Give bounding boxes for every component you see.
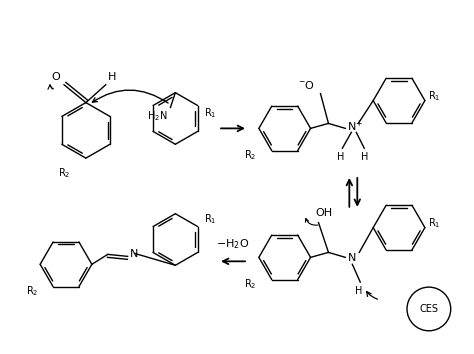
Text: H: H xyxy=(108,72,116,82)
Text: N$^{+}$: N$^{+}$ xyxy=(347,119,364,134)
Text: H: H xyxy=(355,286,362,296)
Text: R$_2$: R$_2$ xyxy=(58,166,70,180)
Text: H: H xyxy=(361,152,368,162)
Text: R$_1$: R$_1$ xyxy=(428,89,440,103)
Text: $-$H$_2$O: $-$H$_2$O xyxy=(217,238,250,251)
Text: R$_2$: R$_2$ xyxy=(245,148,257,162)
Text: CES: CES xyxy=(419,304,438,314)
Text: R$_1$: R$_1$ xyxy=(204,212,217,225)
Text: H$_2$N: H$_2$N xyxy=(147,109,167,123)
Text: OH: OH xyxy=(316,208,333,218)
Text: R$_1$: R$_1$ xyxy=(204,107,217,120)
Text: N: N xyxy=(129,249,138,259)
Text: N: N xyxy=(348,253,357,263)
Text: O: O xyxy=(51,72,60,82)
Text: R$_2$: R$_2$ xyxy=(245,277,257,291)
Text: H: H xyxy=(337,152,344,162)
Text: R$_2$: R$_2$ xyxy=(26,284,38,298)
Text: $^{-}$O: $^{-}$O xyxy=(299,79,316,91)
Text: R$_1$: R$_1$ xyxy=(428,216,440,229)
